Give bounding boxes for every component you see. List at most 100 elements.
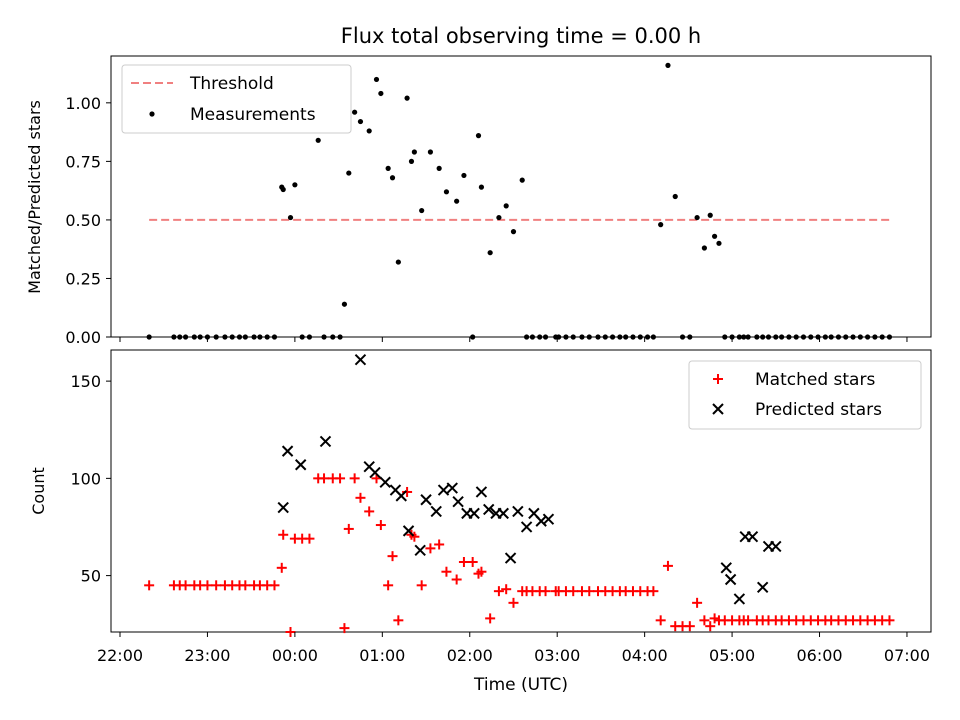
matched-star-point bbox=[144, 580, 155, 591]
matched-star-point bbox=[355, 492, 366, 503]
measurement-point bbox=[524, 334, 530, 340]
measurement-point bbox=[389, 175, 396, 181]
predicted-star-point bbox=[395, 490, 407, 502]
predicted-star-point bbox=[504, 552, 517, 564]
matched-star-point bbox=[409, 531, 420, 542]
measurement-point bbox=[595, 334, 601, 340]
measurement-point bbox=[519, 177, 525, 183]
measurement-point bbox=[658, 222, 664, 228]
measurement-point bbox=[271, 334, 278, 340]
measurement-point bbox=[146, 334, 152, 340]
ratio-y-axis-label: Matched/Predicted stars bbox=[25, 100, 44, 294]
measurement-point bbox=[182, 334, 189, 340]
measurement-point bbox=[366, 128, 372, 134]
matched-star-point bbox=[304, 533, 315, 544]
measurement-point bbox=[879, 334, 885, 340]
measurement-point bbox=[487, 250, 493, 256]
measurement-point bbox=[835, 334, 842, 340]
measurement-point bbox=[793, 334, 799, 340]
matched-star-point bbox=[884, 615, 895, 626]
measurement-point bbox=[760, 334, 766, 340]
matched-star-point bbox=[743, 615, 754, 626]
measurement-point bbox=[321, 334, 327, 340]
predicted-star-point bbox=[475, 486, 488, 498]
measurement-point bbox=[537, 334, 543, 340]
predicted-star-point bbox=[420, 494, 432, 506]
measurement-point bbox=[679, 334, 686, 340]
measurement-point bbox=[857, 334, 863, 340]
measurement-point bbox=[694, 214, 700, 221]
x-tick-label: 23:00 bbox=[184, 646, 230, 665]
measurement-point bbox=[373, 76, 380, 83]
measurement-point bbox=[436, 165, 442, 171]
measurement-point bbox=[213, 334, 219, 340]
ratio-y-tick-label: 0.00 bbox=[65, 328, 101, 347]
measurement-point bbox=[623, 334, 629, 340]
count-marks bbox=[144, 354, 895, 637]
matched-star-point bbox=[339, 623, 350, 634]
measurement-point bbox=[443, 189, 450, 195]
predicted-star-point bbox=[483, 503, 495, 516]
measurement-point bbox=[800, 334, 807, 340]
matched-legend-label: Matched stars bbox=[755, 370, 875, 390]
measurement-point bbox=[808, 334, 814, 340]
matched-star-point bbox=[375, 520, 386, 531]
measurement-point bbox=[644, 334, 651, 340]
matched-star-point bbox=[180, 580, 191, 591]
matched-star-point bbox=[335, 473, 346, 484]
measurement-point bbox=[609, 334, 616, 340]
measurement-point bbox=[346, 170, 352, 176]
measurement-point bbox=[779, 334, 785, 340]
matched-star-point bbox=[662, 560, 673, 571]
ratio-legend-box bbox=[121, 64, 352, 134]
predicted-star-point bbox=[724, 573, 737, 586]
measurement-point bbox=[280, 186, 286, 193]
matched-legend-swatch bbox=[713, 374, 723, 384]
measurement-point bbox=[529, 334, 536, 340]
predicted-star-point bbox=[319, 435, 332, 448]
matched-star-point bbox=[684, 621, 695, 632]
count-y-tick-label: 100 bbox=[70, 469, 101, 488]
matched-star-point bbox=[383, 580, 394, 591]
x-tick-label: 06:00 bbox=[796, 646, 842, 665]
x-tick-label: 22:00 bbox=[97, 646, 143, 665]
measurement-point bbox=[251, 334, 257, 340]
measurement-point bbox=[191, 334, 197, 340]
matched-star-point bbox=[343, 523, 354, 534]
figure-title: Flux total observing time = 0.00 h bbox=[341, 24, 701, 48]
count-x-ticks: 22:00 23:00 00:00 01:00 02:00 03:00 04:00 05:00… bbox=[97, 632, 930, 665]
measurement-point bbox=[510, 229, 517, 235]
predicted-star-point bbox=[430, 505, 442, 518]
measurement-point bbox=[828, 334, 834, 340]
measurements-legend-label: Measurements bbox=[190, 105, 316, 125]
predicted-star-point bbox=[542, 513, 555, 525]
measurement-point bbox=[701, 245, 707, 251]
measurement-point bbox=[630, 334, 636, 340]
measurement-point bbox=[496, 214, 502, 221]
matched-star-point bbox=[493, 586, 504, 597]
matched-star-point bbox=[540, 586, 551, 597]
predicted-star-point bbox=[437, 484, 450, 496]
measurement-point bbox=[330, 334, 336, 340]
measurement-point bbox=[404, 95, 410, 101]
predicted-star-point bbox=[369, 466, 381, 479]
predicted-star-point bbox=[770, 540, 782, 553]
matched-star-point bbox=[705, 621, 716, 632]
measurement-point bbox=[665, 62, 671, 68]
count-legend: Matched stars Predicted stars bbox=[688, 360, 922, 430]
measurement-point bbox=[886, 334, 893, 340]
measurement-point bbox=[850, 334, 856, 340]
measurement-point bbox=[222, 334, 228, 340]
matched-star-point bbox=[568, 586, 579, 597]
predicted-star-point bbox=[277, 501, 289, 514]
matched-star-point bbox=[485, 613, 496, 624]
measurement-point bbox=[315, 137, 321, 143]
ratio-panel: 0.00 0.25 0.50 0.75 1.00 Matched/Predicted s… bbox=[25, 55, 932, 347]
measurement-point bbox=[385, 165, 391, 171]
measurement-point bbox=[865, 334, 871, 340]
matched-star-point bbox=[269, 580, 280, 591]
matched-star-point bbox=[434, 539, 445, 550]
measurement-point bbox=[292, 182, 298, 188]
matched-star-point bbox=[276, 562, 287, 573]
matched-star-point bbox=[211, 580, 222, 591]
